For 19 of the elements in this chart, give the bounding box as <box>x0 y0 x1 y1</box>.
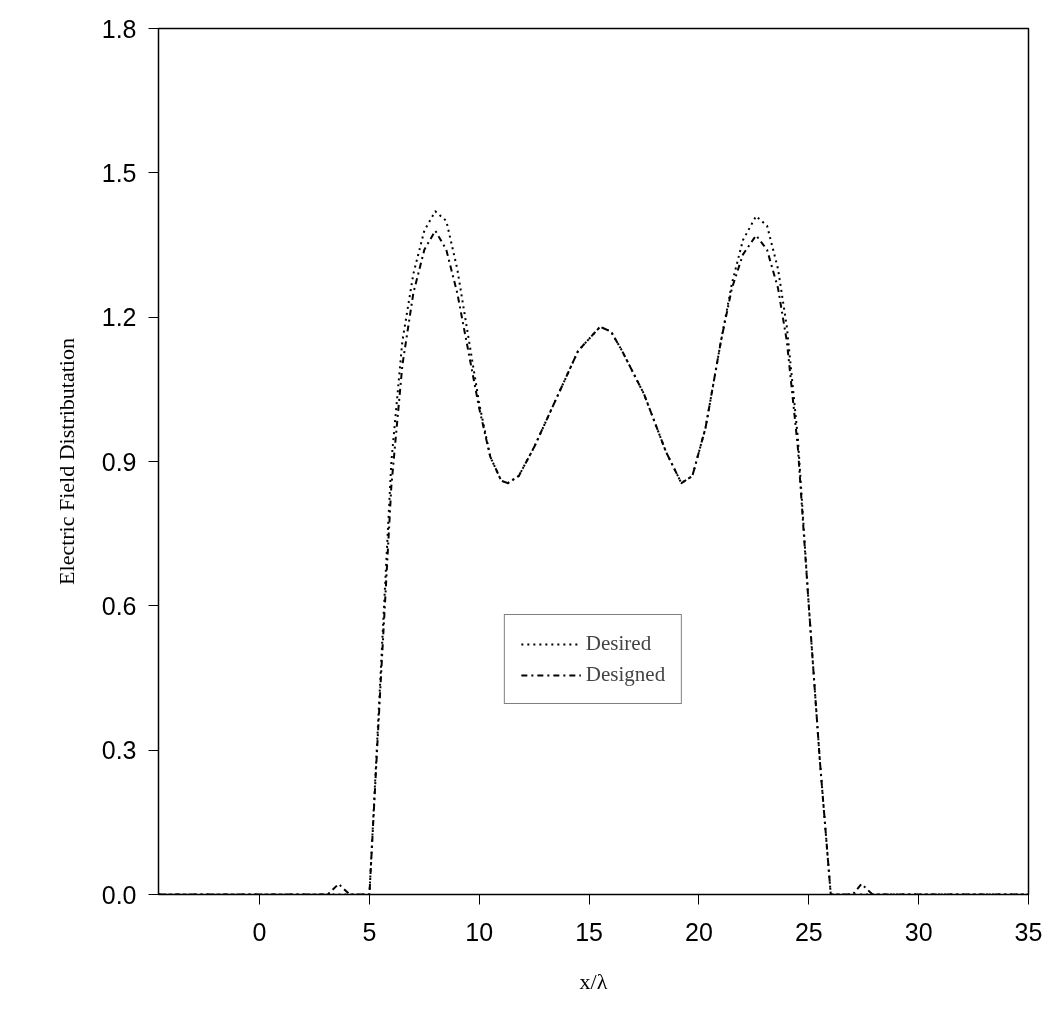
y-tick-label: 0.0 <box>101 880 137 909</box>
y-tick-label: 0.6 <box>101 591 137 620</box>
x-tick-label: 35 <box>1014 917 1043 946</box>
y-tick-label: 0.3 <box>101 736 137 765</box>
y-tick-label: 0.9 <box>101 447 137 476</box>
x-tick-label: 20 <box>685 917 713 946</box>
y-axis-title: Electric Field Distributation <box>53 338 79 585</box>
x-tick-label: 0 <box>252 917 267 946</box>
y-tick-label: 1.8 <box>101 14 137 43</box>
y-tick-label: 1.2 <box>101 303 137 332</box>
y-tick-label: 1.5 <box>101 158 137 187</box>
legend-label: Desired <box>585 631 652 656</box>
x-tick-label: 30 <box>904 917 933 946</box>
x-tick-label: 5 <box>362 917 377 946</box>
x-tick-label: 15 <box>575 917 604 946</box>
x-tick-label: 10 <box>465 917 494 946</box>
x-axis-title: x/λ <box>579 968 608 994</box>
legend-label: Designed <box>585 662 666 687</box>
x-tick-label: 25 <box>794 917 823 946</box>
